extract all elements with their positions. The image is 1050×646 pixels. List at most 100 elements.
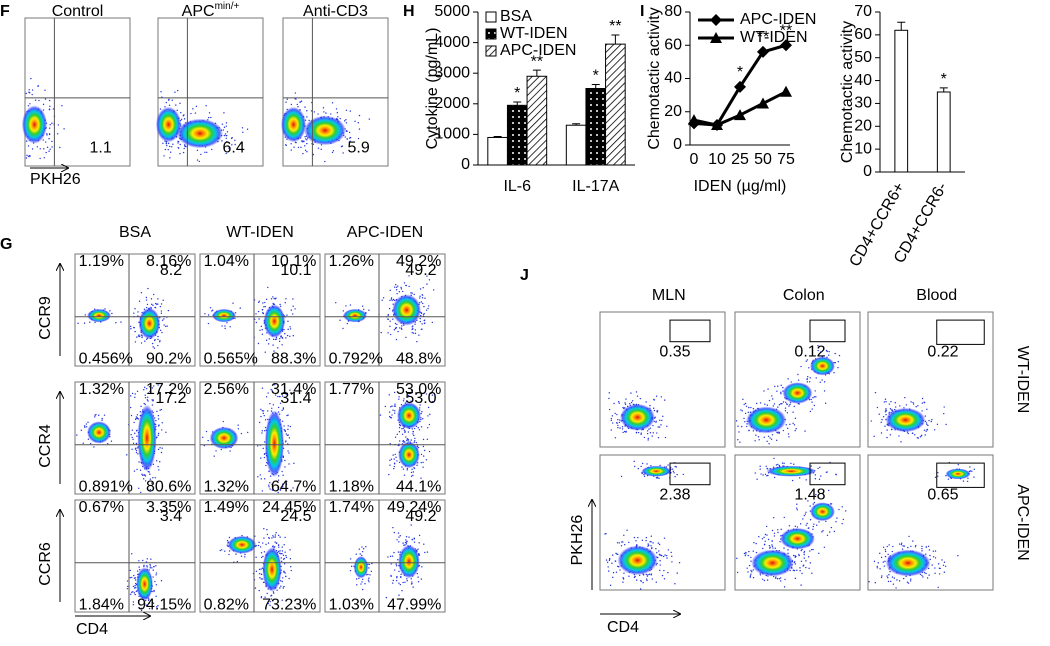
event-dot xyxy=(136,452,137,453)
event-dot xyxy=(895,587,896,588)
event-dot xyxy=(261,557,262,558)
x-tick-label: 0 xyxy=(690,151,699,168)
event-dot xyxy=(32,94,33,95)
y-tick-label: 10 xyxy=(854,140,872,157)
event-dot xyxy=(393,580,394,581)
event-dot xyxy=(969,466,970,467)
event-dot xyxy=(84,427,85,428)
event-dot xyxy=(134,587,135,588)
event-dot xyxy=(845,510,846,511)
event-dot xyxy=(648,438,649,439)
event-dot xyxy=(412,539,413,540)
event-dot xyxy=(204,445,205,446)
event-dot xyxy=(421,462,422,463)
event-dot xyxy=(289,437,290,438)
event-dot xyxy=(391,458,392,459)
event-dot xyxy=(208,314,209,315)
event-dot xyxy=(138,334,139,335)
event-dot xyxy=(283,571,284,572)
event-dot xyxy=(814,405,815,406)
event-dot xyxy=(401,428,402,429)
event-dot xyxy=(753,542,754,543)
event-dot xyxy=(35,100,36,101)
event-dot xyxy=(266,396,267,397)
event-dot xyxy=(783,401,784,402)
event-dot xyxy=(393,552,394,553)
event-dot xyxy=(162,320,163,321)
event-dot xyxy=(868,581,869,582)
event-dot xyxy=(404,429,405,430)
event-dot xyxy=(420,288,421,289)
event-dot xyxy=(165,149,166,150)
event-dot xyxy=(396,563,397,564)
event-dot xyxy=(814,396,815,397)
event-dot xyxy=(940,568,941,569)
event-dot xyxy=(647,433,648,434)
row-marker: CCR4 xyxy=(37,424,54,468)
event-dot xyxy=(419,296,420,297)
event-dot xyxy=(135,594,136,595)
event-dot xyxy=(150,565,151,566)
event-dot xyxy=(780,393,781,394)
y-tick-label: 0 xyxy=(863,163,872,180)
event-dot xyxy=(389,326,390,327)
event-dot xyxy=(390,334,391,335)
event-dot xyxy=(885,414,886,415)
event-dot xyxy=(400,584,401,585)
event-dot xyxy=(826,472,827,473)
event-dot xyxy=(178,141,179,142)
event-dot xyxy=(177,142,178,143)
event-dot xyxy=(76,434,77,435)
event-dot xyxy=(139,301,140,302)
event-dot xyxy=(407,469,408,470)
event-dot xyxy=(652,435,653,436)
legend-swatch xyxy=(486,12,496,22)
event-dot xyxy=(133,422,134,423)
event-dot xyxy=(805,567,806,568)
event-dot xyxy=(404,282,405,283)
event-dot xyxy=(224,325,225,326)
event-dot xyxy=(780,580,781,581)
event-dot xyxy=(664,578,665,579)
event-dot xyxy=(883,416,884,417)
event-dot xyxy=(361,546,362,547)
event-dot xyxy=(423,287,424,288)
event-dot xyxy=(941,559,942,560)
event-dot xyxy=(130,594,131,595)
event-dot xyxy=(769,400,770,401)
quadrant-value: 0.456% xyxy=(79,350,133,367)
event-dot xyxy=(418,334,419,335)
event-dot xyxy=(138,488,139,489)
event-dot xyxy=(833,372,834,373)
event-dot xyxy=(134,585,135,586)
event-dot xyxy=(143,565,144,566)
event-dot xyxy=(404,582,405,583)
x-tick-label: IL-6 xyxy=(503,178,531,195)
event-dot xyxy=(945,424,946,425)
event-dot xyxy=(762,579,763,580)
x-axis-label: IDEN (µg/ml) xyxy=(694,178,787,195)
event-dot xyxy=(389,464,390,465)
event-dot xyxy=(779,578,780,579)
event-dot xyxy=(26,140,27,141)
event-dot xyxy=(890,434,891,435)
event-dot xyxy=(758,536,759,537)
event-dot xyxy=(800,366,801,367)
event-dot xyxy=(26,157,27,158)
event-dot xyxy=(622,426,623,427)
event-dot xyxy=(787,412,788,413)
event-dot xyxy=(388,474,389,475)
event-dot xyxy=(886,575,887,576)
event-dot xyxy=(776,390,777,391)
event-dot xyxy=(163,318,164,319)
event-dot xyxy=(421,411,422,412)
event-dot xyxy=(764,403,765,404)
event-dot xyxy=(291,570,292,571)
panel-label: H xyxy=(403,3,415,20)
event-dot xyxy=(244,556,245,557)
event-dot xyxy=(133,443,134,444)
event-dot xyxy=(227,131,228,132)
event-dot xyxy=(179,103,180,104)
event-dot xyxy=(162,422,163,423)
y-tick-label: 40 xyxy=(854,72,872,89)
